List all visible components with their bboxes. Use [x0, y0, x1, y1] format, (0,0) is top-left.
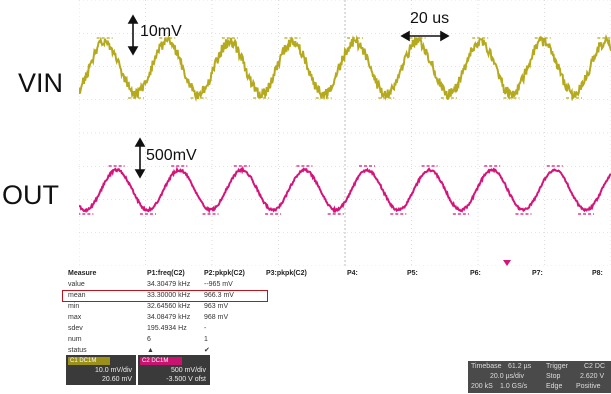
measure-row-max: max 34.08479 kHz 968 mV — [62, 312, 611, 323]
annotation-arrows — [0, 0, 611, 266]
vin-arrow-head-up — [129, 16, 137, 23]
channel-2-box[interactable]: C2 DC1M 500 mV/div -3.500 V ofst — [138, 355, 210, 385]
p2-value: 963 mV — [204, 301, 228, 312]
p1-value: 32.64560 kHz — [147, 301, 190, 312]
measure-row-label: mean — [68, 290, 86, 301]
p7-header[interactable]: P7: — [532, 268, 543, 279]
p2-value: 966.3 mV — [204, 290, 234, 301]
time-arrow-head-right — [441, 32, 448, 40]
p3-header[interactable]: P3:pkpk(C2) — [266, 268, 307, 279]
measure-header: Measure — [68, 268, 96, 279]
trigger-type: Edge — [546, 383, 562, 390]
measure-row-num: num 6 1 — [62, 334, 611, 345]
out-arrow-head-up — [136, 139, 144, 146]
trigger-level: 2.620 V — [580, 373, 604, 380]
measure-row-label: value — [68, 279, 85, 290]
timebase-trigger-status[interactable]: Timebase 61.2 µs 20.0 µs/div 200 kS 1.0 … — [468, 361, 611, 393]
measure-row-sdev: sdev 195.4934 Hz - — [62, 323, 611, 334]
p6-header[interactable]: P6: — [470, 268, 481, 279]
channel-1-offset: 20.60 mV — [102, 376, 132, 383]
measure-row-label: num — [68, 334, 82, 345]
p1-header[interactable]: P1:freq(C2) — [147, 268, 185, 279]
trigger-slope: Positive — [576, 383, 601, 390]
p1-value: 33.30000 kHz — [147, 290, 190, 301]
sample-points: 200 kS — [471, 383, 493, 390]
channel-2-tag: C2 DC1M — [140, 357, 182, 365]
time-arrow-head-left — [402, 32, 409, 40]
measure-row-mean: mean 33.30000 kHz 966.3 mV — [62, 290, 611, 301]
p1-value: 34.30479 kHz — [147, 279, 190, 290]
p2-value: 968 mV — [204, 312, 228, 323]
timebase-delay: 61.2 µs — [508, 363, 531, 370]
p1-value: 195.4934 Hz — [147, 323, 187, 334]
p2-value: 1 — [204, 334, 208, 345]
trigger-label: Trigger — [546, 363, 568, 370]
p2-value: - — [204, 323, 206, 334]
sample-rate: 1.0 GS/s — [500, 383, 527, 390]
measure-row-label: min — [68, 301, 79, 312]
p8-header[interactable]: P8: — [592, 268, 603, 279]
timebase-div: 20.0 µs/div — [490, 373, 524, 380]
out-arrow-head-down — [136, 170, 144, 177]
measure-row-label: sdev — [68, 323, 83, 334]
measure-row-label: max — [68, 312, 81, 323]
p2-value: --965 mV — [204, 279, 233, 290]
measure-row-value: value 34.30479 kHz --965 mV — [62, 279, 611, 290]
p2-header[interactable]: P2:pkpk(C2) — [204, 268, 245, 279]
channel-2-offset: -3.500 V ofst — [166, 376, 206, 383]
p1-value: 34.08479 kHz — [147, 312, 190, 323]
p1-value: 6 — [147, 334, 151, 345]
p5-header[interactable]: P5: — [407, 268, 418, 279]
channel-2-scale: 500 mV/div — [171, 367, 206, 374]
channel-1-box[interactable]: C1 DC1M 10.0 mV/div 20.60 mV — [66, 355, 136, 385]
trigger-mode: Stop — [546, 373, 560, 380]
channel-1-tag: C1 DC1M — [68, 357, 110, 365]
measure-row-min: min 32.64560 kHz 963 mV — [62, 301, 611, 312]
channel-1-scale: 10.0 mV/div — [95, 367, 132, 374]
measure-table: Measure P1:freq(C2) P2:pkpk(C2) P3:pkpk(… — [62, 268, 611, 352]
trigger-channel: C2 DC — [584, 363, 605, 370]
p4-header[interactable]: P4: — [347, 268, 358, 279]
timebase-label: Timebase — [471, 363, 501, 370]
vin-arrow-head-down — [129, 47, 137, 54]
measure-header-row: Measure P1:freq(C2) P2:pkpk(C2) P3:pkpk(… — [62, 268, 611, 279]
